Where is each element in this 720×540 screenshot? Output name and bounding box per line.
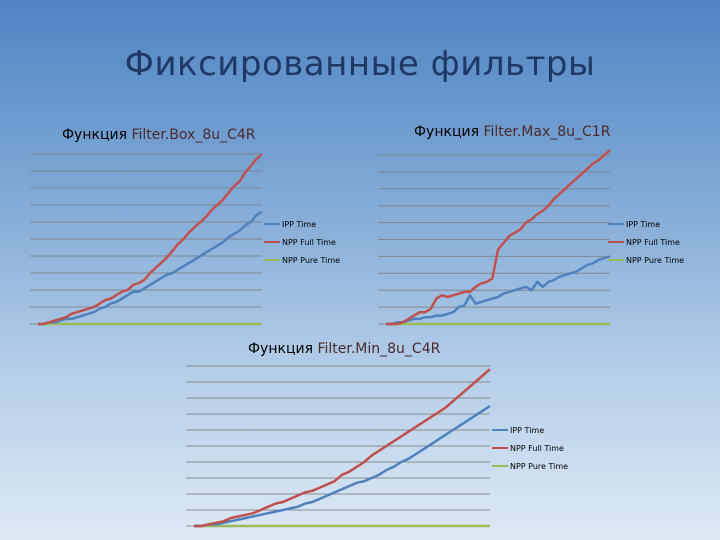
legend-label: NPP Pure Time [626,256,684,265]
legend-label: IPP Time [282,220,316,229]
series-line-ipp-time [194,404,491,528]
legend-label: IPP Time [626,220,660,229]
slide-title: Фиксированные фильтры [124,44,596,84]
legend-label: NPP Full Time [510,444,564,453]
series-line-npp-full-time [194,368,491,528]
chart-title-function: Filter.Min_8u_C4R [317,341,441,357]
legend-label: NPP Pure Time [510,462,568,471]
legend-label: NPP Full Time [626,238,680,247]
chart-title-prefix: Функция [62,127,132,143]
series-line-npp-full-time [38,153,263,326]
chart-title-min: Функция Filter.Min_8u_C4R [248,341,440,357]
series-line-ipp-time [386,255,611,326]
series-line-ipp-time [38,210,263,326]
chart-title-function: Filter.Max_8u_C1R [483,124,611,140]
chart-title-function: Filter.Box_8u_C4R [131,127,256,143]
chart-title-max: Функция Filter.Max_8u_C1R [414,124,610,140]
chart-title-prefix: Функция [248,341,318,357]
series-line-npp-full-time [386,148,611,326]
legend-label: NPP Full Time [282,238,336,247]
legend-label: NPP Pure Time [282,256,340,265]
chart-title-prefix: Функция [414,124,484,140]
legend-label: IPP Time [510,426,544,435]
chart-title-box: Функция Filter.Box_8u_C4R [62,127,256,143]
